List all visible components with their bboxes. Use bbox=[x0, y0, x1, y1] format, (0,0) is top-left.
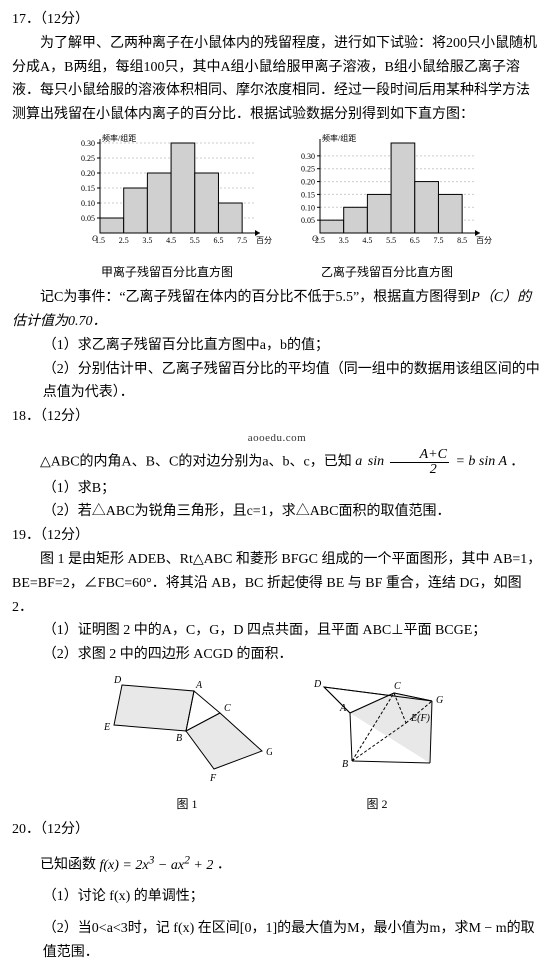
svg-text:0.30: 0.30 bbox=[301, 152, 315, 161]
q19: 19．（12分） 图 1 是由矩形 ADEB、Rt△ABC 和菱形 BFGC 组… bbox=[12, 524, 542, 814]
fig2-caption: 图 2 bbox=[302, 794, 452, 814]
svg-text:0.30: 0.30 bbox=[81, 139, 95, 148]
svg-text:7.5: 7.5 bbox=[433, 236, 443, 245]
svg-text:0.10: 0.10 bbox=[301, 203, 315, 212]
eq-a: a bbox=[355, 454, 362, 469]
q20-p1b: ． bbox=[217, 858, 231, 873]
eq-rhs: = b sin A bbox=[455, 454, 506, 469]
svg-text:0.05: 0.05 bbox=[81, 214, 95, 223]
svg-text:0.20: 0.20 bbox=[81, 169, 95, 178]
q19-p1: 图 1 是由矩形 ADEB、Rt△ABC 和菱形 BFGC 组成的一个平面图形，… bbox=[12, 548, 542, 619]
svg-text:B: B bbox=[176, 733, 182, 744]
svg-text:B: B bbox=[342, 759, 348, 770]
q19-num: 19．（12分） bbox=[12, 528, 89, 543]
svg-text:3.5: 3.5 bbox=[142, 236, 152, 245]
svg-text:6.5: 6.5 bbox=[410, 236, 420, 245]
q18: 18．（12分） aooedu.com △ABC的内角A、B、C的对边分别为a、… bbox=[12, 405, 542, 524]
eq-frac: A+C 2 bbox=[390, 448, 449, 477]
eq-frac-n: A+C bbox=[390, 448, 449, 463]
q18-p1b: ． bbox=[510, 454, 524, 469]
svg-text:6.5: 6.5 bbox=[213, 236, 223, 245]
q18-num: 18．（12分） bbox=[12, 409, 89, 424]
svg-text:0.15: 0.15 bbox=[301, 190, 315, 199]
chart2-wrap: 频率/组距0.050.100.150.200.250.30O2.53.54.55… bbox=[282, 131, 492, 282]
q18-p1: △ABC的内角A、B、C的对边分别为a、b、c，已知 a sin A+C 2 =… bbox=[12, 448, 542, 477]
svg-text:E: E bbox=[103, 722, 110, 733]
q17-charts: 频率/组距0.050.100.150.200.250.30O1.52.53.54… bbox=[12, 131, 542, 282]
q20-s2: （2）当0<a<3时，记 f(x) 在区间[0，1]的最大值为M，最小值为m，求… bbox=[43, 917, 542, 965]
q17-s2: （2）分别估计甲、乙离子残留百分比的平均值（同一组中的数据用该组区间的中点值为代… bbox=[43, 358, 542, 406]
svg-text:D: D bbox=[313, 679, 322, 690]
chart1-wrap: 频率/组距0.050.100.150.200.250.30O1.52.53.54… bbox=[62, 131, 272, 282]
chart2-caption: 乙离子残留百分比直方图 bbox=[282, 262, 492, 282]
fig1-svg: D A E B C F G bbox=[102, 673, 272, 783]
q17-num: 17．（12分） bbox=[12, 12, 89, 27]
chart1-svg: 频率/组距0.050.100.150.200.250.30O1.52.53.54… bbox=[62, 131, 272, 251]
svg-text:4.5: 4.5 bbox=[362, 236, 372, 245]
svg-text:频率/组距: 频率/组距 bbox=[102, 133, 136, 143]
q17: 17．（12分） 为了解甲、乙两种离子在小鼠体内的残留程度，进行如下试验：将20… bbox=[12, 8, 542, 405]
svg-text:5.5: 5.5 bbox=[190, 236, 200, 245]
svg-text:4.5: 4.5 bbox=[166, 236, 176, 245]
svg-text:0.05: 0.05 bbox=[301, 216, 315, 225]
svg-text:D: D bbox=[113, 675, 122, 686]
svg-text:C: C bbox=[224, 703, 231, 714]
q20-num: 20．（12分） bbox=[12, 822, 89, 837]
q17-event-a: 记C为事件：“乙离子残留在体内的百分比不低于5.5”，根据直方图得到 bbox=[40, 290, 471, 305]
q19-figs: D A E B C F G 图 1 D A C G B E(F) 图 2 bbox=[12, 673, 542, 814]
svg-text:1.5: 1.5 bbox=[95, 236, 105, 245]
svg-text:8.5: 8.5 bbox=[457, 236, 467, 245]
svg-text:G: G bbox=[436, 695, 443, 706]
fn-a: f(x) = 2x bbox=[100, 858, 149, 873]
watermark-text: aooedu.com bbox=[12, 429, 542, 448]
q20-fn: f(x) = 2x3 − ax2 + 2 bbox=[100, 858, 217, 873]
svg-text:0.20: 0.20 bbox=[301, 178, 315, 187]
svg-text:百分比: 百分比 bbox=[476, 235, 492, 245]
q20-p1: 已知函数 f(x) = 2x3 − ax2 + 2 ． bbox=[12, 850, 542, 877]
svg-text:0.25: 0.25 bbox=[301, 165, 315, 174]
svg-text:频率/组距: 频率/组距 bbox=[322, 133, 356, 143]
fig1-wrap: D A E B C F G 图 1 bbox=[102, 673, 272, 814]
svg-text:2.5: 2.5 bbox=[119, 236, 129, 245]
q20-p1a: 已知函数 bbox=[40, 858, 100, 873]
fn-tail: + 2 bbox=[190, 858, 213, 873]
q18-p1a: △ABC的内角A、B、C的对边分别为a、b、c，已知 bbox=[40, 454, 352, 469]
q19-s1: （1）证明图 2 中的A，C，G，D 四点共面，且平面 ABC⊥平面 BCGE； bbox=[43, 619, 542, 643]
svg-text:C: C bbox=[394, 681, 401, 692]
q18-s2: （2）若△ABC为锐角三角形，且c=1，求△ABC面积的取值范围． bbox=[43, 500, 542, 524]
svg-text:G: G bbox=[266, 747, 272, 758]
svg-text:7.5: 7.5 bbox=[237, 236, 247, 245]
svg-text:0.25: 0.25 bbox=[81, 154, 95, 163]
fig1-caption: 图 1 bbox=[102, 794, 272, 814]
chart1-caption: 甲离子残留百分比直方图 bbox=[62, 262, 272, 282]
svg-text:百分比: 百分比 bbox=[256, 235, 272, 245]
eq-frac-d: 2 bbox=[390, 463, 449, 477]
eq-sin: sin bbox=[368, 454, 384, 469]
fig2-svg: D A C G B E(F) bbox=[302, 673, 452, 783]
svg-text:0.15: 0.15 bbox=[81, 184, 95, 193]
svg-text:3.5: 3.5 bbox=[339, 236, 349, 245]
q18-eq: a sin A+C 2 = b sin A bbox=[355, 454, 510, 469]
svg-text:5.5: 5.5 bbox=[386, 236, 396, 245]
q18-s1: （1）求B； bbox=[43, 477, 542, 501]
svg-text:2.5: 2.5 bbox=[315, 236, 325, 245]
fn-mid: − ax bbox=[154, 858, 184, 873]
chart2-svg: 频率/组距0.050.100.150.200.250.30O2.53.54.55… bbox=[282, 131, 492, 251]
svg-text:F: F bbox=[209, 773, 217, 783]
q17-intro: 为了解甲、乙两种离子在小鼠体内的残留程度，进行如下试验：将200只小鼠随机分成A… bbox=[12, 32, 542, 127]
fig2-wrap: D A C G B E(F) 图 2 bbox=[302, 673, 452, 814]
q20-s1: （1）讨论 f(x) 的单调性； bbox=[43, 885, 542, 909]
svg-text:E(F): E(F) bbox=[410, 713, 431, 724]
q17-s1: （1）求乙离子残留百分比直方图中a，b的值； bbox=[43, 334, 542, 358]
q20: 20．（12分） 已知函数 f(x) = 2x3 − ax2 + 2 ． （1）… bbox=[12, 818, 542, 965]
q19-s2: （2）求图 2 中的四边形 ACGD 的面积． bbox=[43, 643, 542, 667]
svg-text:A: A bbox=[339, 703, 347, 714]
svg-text:0.10: 0.10 bbox=[81, 199, 95, 208]
q17-event: 记C为事件：“乙离子残留在体内的百分比不低于5.5”，根据直方图得到P（C）的估… bbox=[12, 286, 542, 334]
svg-text:A: A bbox=[195, 680, 203, 691]
